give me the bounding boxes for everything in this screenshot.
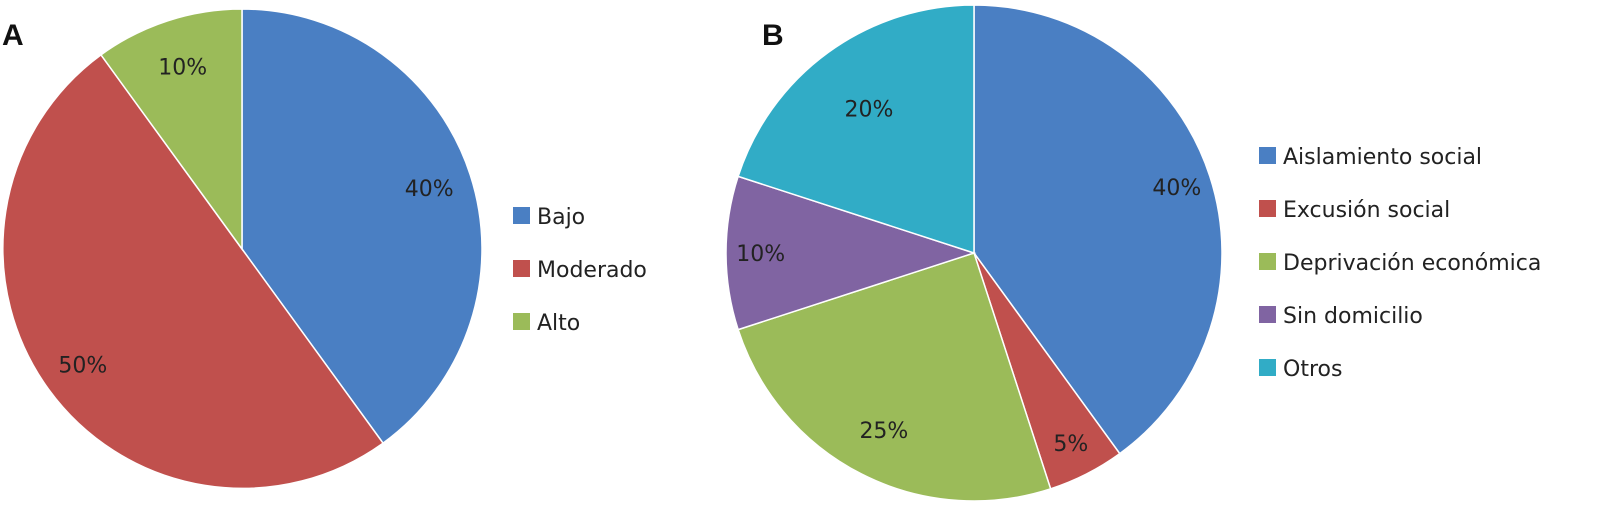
legend-label-alto: Alto	[537, 311, 580, 336]
slice-label-otros: 20%	[845, 98, 894, 123]
legend-swatch-moderado	[513, 260, 530, 277]
legend-label-aislamiento-social: Aislamiento social	[1283, 145, 1482, 170]
legend-swatch-otros	[1259, 359, 1276, 376]
legend-b: Aislamiento social Excusión social Depriva…	[1259, 145, 1541, 382]
legend-label-excusion-social: Excusión social	[1283, 198, 1450, 223]
pie-slice-deprivacion-economica	[737, 252, 1052, 502]
pie-chart-a: 40% 50% 10%	[2, 8, 483, 490]
legend-a: Bajo Moderado Alto	[513, 205, 647, 336]
slice-label-aislamiento-social: 40%	[1152, 176, 1201, 201]
slice-label-bajo: 40%	[405, 177, 454, 202]
legend-label-moderado: Moderado	[537, 258, 647, 283]
panel-label-b: B	[762, 19, 784, 52]
legend-label-otros: Otros	[1283, 357, 1342, 382]
panel-label-a: A	[2, 19, 24, 52]
legend-swatch-deprivacion-economica	[1259, 253, 1276, 270]
legend-label-sin-domicilio: Sin domicilio	[1283, 304, 1423, 329]
pie-slice-moderado	[2, 53, 385, 490]
legend-swatch-bajo	[513, 207, 530, 224]
slice-label-alto: 10%	[158, 55, 207, 80]
pie-slice-bajo	[241, 8, 483, 445]
legend-swatch-aislamiento-social	[1259, 147, 1276, 164]
slice-label-deprivacion-economica: 25%	[859, 419, 908, 444]
legend-swatch-alto	[513, 313, 530, 330]
legend-label-bajo: Bajo	[537, 205, 585, 230]
legend-swatch-excusion-social	[1259, 200, 1276, 217]
slice-label-sin-domicilio: 10%	[736, 242, 785, 267]
pie-slice-sin-domicilio	[725, 175, 977, 331]
legend-swatch-sin-domicilio	[1259, 306, 1276, 323]
slice-label-moderado: 50%	[58, 354, 107, 379]
pie-chart-b: 40% 5% 25% 10% 20%	[725, 4, 1223, 502]
pie-slice-aislamiento-social	[973, 4, 1223, 455]
pie-slice-otros	[737, 4, 975, 255]
pie-slice-alto	[99, 8, 243, 252]
slice-label-excusion-social: 5%	[1053, 432, 1088, 457]
legend-label-deprivacion-economica: Deprivación económica	[1283, 251, 1541, 276]
